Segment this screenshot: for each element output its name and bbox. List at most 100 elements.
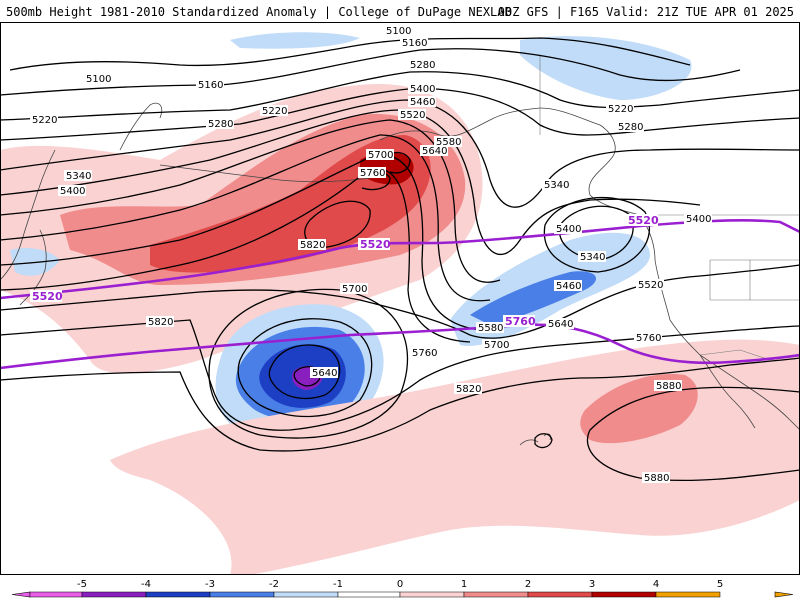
svg-text:5880: 5880 bbox=[656, 381, 681, 392]
svg-text:5580: 5580 bbox=[478, 323, 503, 334]
highlight-label: 5520 bbox=[626, 214, 659, 227]
svg-text:5400: 5400 bbox=[686, 214, 711, 225]
legend-tick-label: 4 bbox=[653, 579, 659, 590]
anomaly-legend: -5 -4 -3 -2 -1 0 1 2 3 4 5 bbox=[0, 575, 800, 600]
svg-text:5820: 5820 bbox=[456, 384, 481, 395]
contour-label: 5220 bbox=[30, 114, 58, 126]
map-title: 500mb Height 1981-2010 Standardized Anom… bbox=[6, 5, 512, 19]
contour-5400 bbox=[0, 109, 701, 255]
contour-label: 5640 bbox=[310, 367, 338, 379]
legend-arrow-high bbox=[774, 591, 794, 598]
coastline-baja bbox=[699, 354, 756, 429]
map-canvas: 5100 5100 5160 5160 5220 5220 5220 5280 … bbox=[0, 22, 800, 575]
contour-low-mid bbox=[237, 318, 373, 418]
svg-text:5400: 5400 bbox=[556, 224, 581, 235]
contour-5880 bbox=[586, 386, 800, 482]
contour-label: 5700 bbox=[340, 283, 368, 295]
svg-text:5100: 5100 bbox=[86, 74, 111, 85]
contour-5820-n bbox=[304, 200, 371, 249]
highlight-label-layer: 5520 5520 5520 5760 bbox=[30, 214, 659, 328]
legend-swatch bbox=[29, 591, 83, 598]
contour-label: 5340 bbox=[64, 170, 92, 182]
legend-tick-label: -3 bbox=[205, 579, 215, 590]
contour-5340 bbox=[0, 99, 800, 208]
contour-label: 5400 bbox=[58, 185, 86, 197]
svg-text:5100: 5100 bbox=[386, 26, 411, 37]
svg-text:5280: 5280 bbox=[618, 122, 643, 133]
legend-swatch bbox=[337, 591, 401, 598]
hawaii-islands bbox=[519, 433, 551, 446]
contour-5400-cut bbox=[543, 196, 651, 273]
contour-label: 5760 bbox=[358, 167, 386, 179]
legend-tick-label: 0 bbox=[397, 579, 403, 590]
legend-swatch bbox=[591, 591, 657, 598]
highlight-label: 5760 bbox=[503, 315, 536, 328]
contour-low-inner bbox=[268, 344, 341, 400]
legend-colorbar: -5 -4 -3 -2 -1 0 1 2 3 4 5 bbox=[11, 579, 794, 598]
coastline-asia bbox=[0, 149, 56, 281]
legend-tick-label: 1 bbox=[461, 579, 467, 590]
svg-text:5640: 5640 bbox=[422, 146, 447, 157]
legend-swatch bbox=[399, 591, 465, 598]
svg-text:5520: 5520 bbox=[32, 290, 63, 303]
legend-swatch bbox=[527, 591, 593, 598]
legend-tick-label: -1 bbox=[333, 579, 343, 590]
legend-tick-label: -4 bbox=[141, 579, 151, 590]
svg-text:5580: 5580 bbox=[436, 137, 461, 148]
contour-5160 bbox=[0, 48, 741, 96]
legend-swatch bbox=[655, 591, 721, 598]
contour-label: 5400 bbox=[408, 83, 436, 95]
svg-text:5460: 5460 bbox=[556, 281, 581, 292]
contour-label: 5400 bbox=[554, 223, 582, 235]
legend-swatch bbox=[81, 591, 147, 598]
contour-label: 5520 bbox=[636, 279, 664, 291]
legend-tick-label: 2 bbox=[525, 579, 531, 590]
svg-text:5820: 5820 bbox=[148, 317, 173, 328]
svg-text:5280: 5280 bbox=[208, 119, 233, 130]
svg-text:5520: 5520 bbox=[400, 110, 425, 121]
svg-text:5640: 5640 bbox=[548, 319, 573, 330]
legend-swatch bbox=[145, 591, 211, 598]
coastline-kamchatka bbox=[119, 102, 163, 151]
legend-tick-label: -2 bbox=[269, 579, 279, 590]
contour-5640 bbox=[0, 168, 471, 343]
contour-label: 5280 bbox=[206, 118, 234, 130]
model-run-info: 00Z GFS | F165 Valid: 21Z TUE APR 01 202… bbox=[497, 5, 794, 19]
svg-text:5520: 5520 bbox=[628, 214, 659, 227]
svg-text:5760: 5760 bbox=[360, 168, 385, 179]
legend-swatch bbox=[273, 591, 339, 598]
svg-text:5280: 5280 bbox=[410, 60, 435, 71]
svg-text:5460: 5460 bbox=[410, 97, 435, 108]
contour-label: 5580 bbox=[434, 136, 462, 148]
contour-label: 5220 bbox=[260, 105, 288, 117]
svg-text:5520: 5520 bbox=[638, 280, 663, 291]
contour-label: 5520 bbox=[398, 109, 426, 121]
contour-hawaii-loop bbox=[534, 433, 553, 449]
contour-label: 5760 bbox=[634, 332, 662, 344]
svg-text:5640: 5640 bbox=[312, 368, 337, 379]
contour-label: 5880 bbox=[654, 380, 682, 392]
svg-text:5400: 5400 bbox=[60, 186, 85, 197]
legend-swatch bbox=[209, 591, 275, 598]
contour-label: 5700 bbox=[366, 149, 394, 161]
contour-label: 5100 bbox=[384, 25, 412, 37]
contour-5220 bbox=[0, 71, 800, 121]
highlight-5760 bbox=[0, 323, 800, 370]
contour-label: 5820 bbox=[454, 383, 482, 395]
contour-low-outer bbox=[208, 288, 409, 439]
contour-label: 5640 bbox=[420, 145, 448, 157]
legend-arrow-low bbox=[11, 591, 31, 598]
contour-5760-s bbox=[0, 319, 800, 431]
contour-5280 bbox=[0, 87, 800, 141]
svg-text:5160: 5160 bbox=[198, 80, 223, 91]
contour-label: 5340 bbox=[578, 251, 606, 263]
svg-text:5760: 5760 bbox=[505, 315, 536, 328]
contour-label: 5460 bbox=[408, 96, 436, 108]
contour-label: 5160 bbox=[400, 37, 428, 49]
contour-5820-s bbox=[0, 357, 800, 452]
svg-text:5220: 5220 bbox=[262, 106, 287, 117]
contour-label: 5220 bbox=[606, 103, 634, 115]
anomaly-positive-1-south bbox=[110, 339, 800, 575]
contour-label: 5280 bbox=[616, 121, 644, 133]
svg-text:5400: 5400 bbox=[410, 84, 435, 95]
